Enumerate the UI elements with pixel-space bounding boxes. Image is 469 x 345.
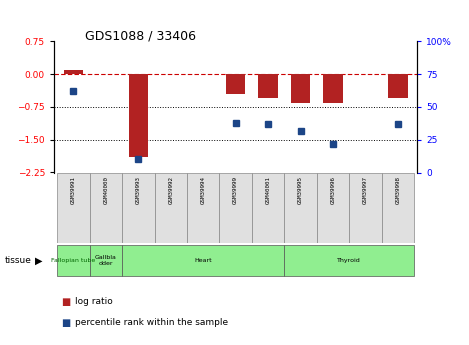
Text: GSM40001: GSM40001 [265,176,271,204]
Bar [226,74,245,94]
Text: GDS1088 / 33406: GDS1088 / 33406 [85,29,196,42]
Bar [291,74,310,102]
FancyBboxPatch shape [187,172,219,243]
Text: GSM39996: GSM39996 [331,176,335,204]
Text: GSM39998: GSM39998 [395,176,401,204]
Text: tissue: tissue [5,256,31,265]
FancyBboxPatch shape [90,245,122,276]
Text: GSM39999: GSM39999 [233,176,238,204]
FancyBboxPatch shape [90,172,122,243]
Bar [258,74,278,98]
Text: ■: ■ [61,318,70,327]
FancyBboxPatch shape [349,172,382,243]
Text: percentile rank within the sample: percentile rank within the sample [75,318,228,327]
Text: GSM40000: GSM40000 [103,176,108,204]
Text: log ratio: log ratio [75,297,113,306]
FancyBboxPatch shape [252,172,284,243]
Text: GSM39997: GSM39997 [363,176,368,204]
Text: GSM39993: GSM39993 [136,176,141,204]
Bar [129,74,148,157]
Text: Gallbla
dder: Gallbla dder [95,255,117,266]
FancyBboxPatch shape [57,172,90,243]
FancyBboxPatch shape [155,172,187,243]
FancyBboxPatch shape [122,172,155,243]
Text: GSM39992: GSM39992 [168,176,173,204]
Bar [64,70,83,74]
FancyBboxPatch shape [219,172,252,243]
Text: GSM39994: GSM39994 [201,176,206,204]
Bar [323,74,343,102]
FancyBboxPatch shape [122,245,284,276]
Text: ▶: ▶ [35,256,43,265]
Text: GSM39995: GSM39995 [298,176,303,204]
Text: Fallopian tube: Fallopian tube [51,258,96,263]
FancyBboxPatch shape [317,172,349,243]
Text: Heart: Heart [195,258,212,263]
Bar [388,74,408,98]
Text: ■: ■ [61,297,70,307]
FancyBboxPatch shape [284,172,317,243]
FancyBboxPatch shape [57,245,90,276]
Text: Thyroid: Thyroid [337,258,361,263]
FancyBboxPatch shape [382,172,414,243]
FancyBboxPatch shape [284,245,414,276]
Text: GSM39991: GSM39991 [71,176,76,204]
